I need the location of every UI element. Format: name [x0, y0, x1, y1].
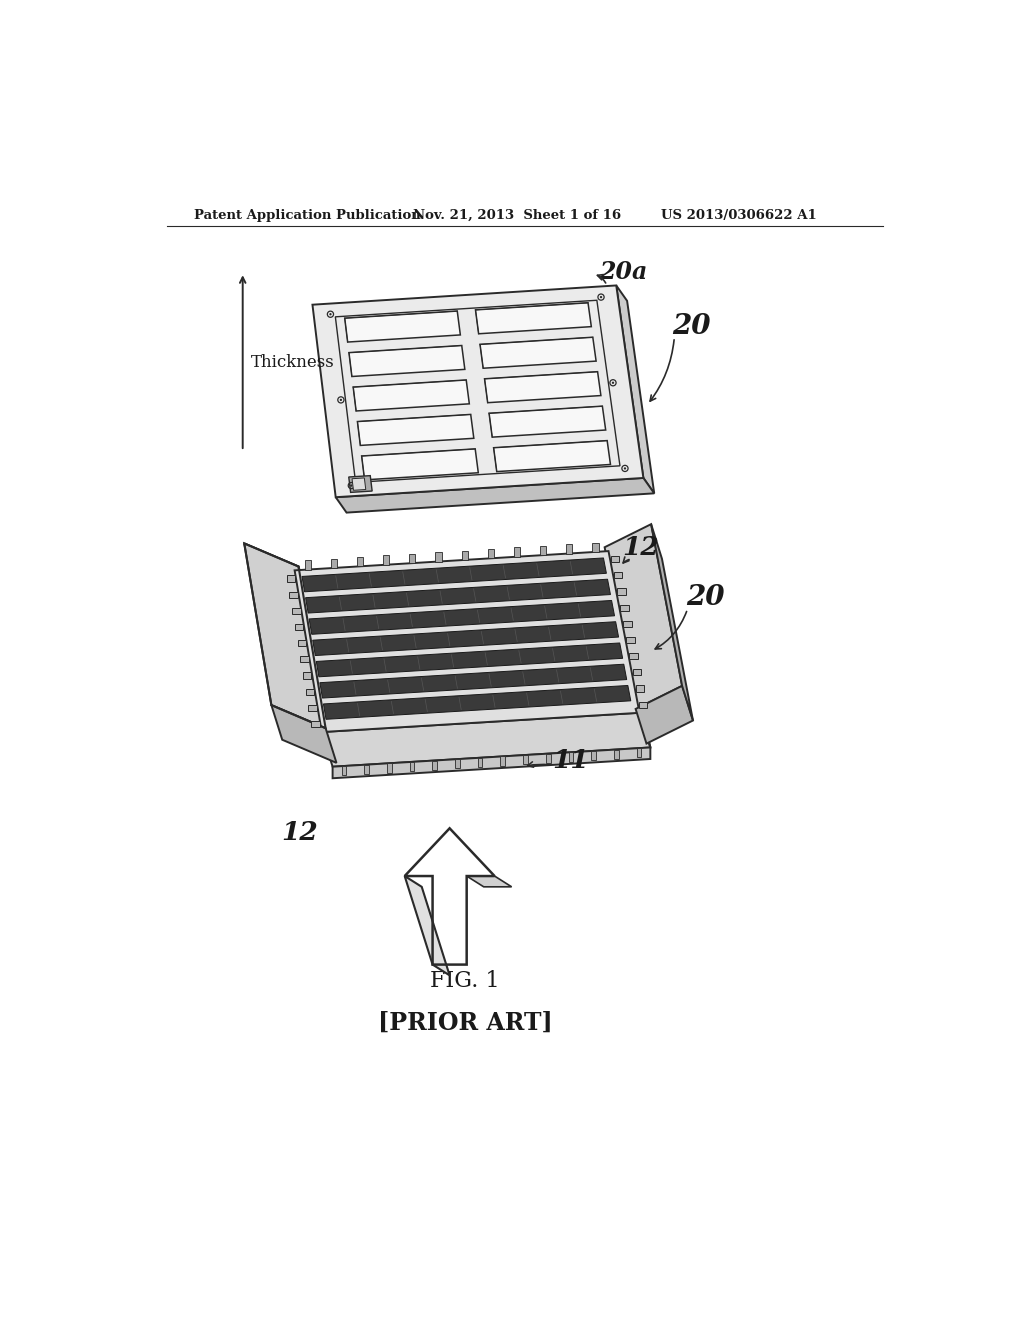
Polygon shape: [245, 544, 309, 601]
Polygon shape: [637, 748, 641, 758]
Polygon shape: [494, 441, 610, 471]
Circle shape: [611, 381, 614, 384]
Polygon shape: [312, 285, 643, 498]
Polygon shape: [311, 721, 319, 727]
Polygon shape: [404, 876, 450, 975]
Polygon shape: [616, 285, 654, 494]
Polygon shape: [621, 605, 629, 611]
Polygon shape: [245, 544, 326, 729]
Polygon shape: [357, 414, 474, 445]
Polygon shape: [298, 640, 306, 647]
Text: 12: 12: [623, 535, 659, 560]
Polygon shape: [410, 554, 416, 564]
Polygon shape: [295, 624, 303, 630]
Polygon shape: [309, 601, 614, 635]
Polygon shape: [336, 478, 654, 512]
Polygon shape: [462, 550, 468, 560]
Text: 12: 12: [282, 820, 318, 845]
Text: Nov. 21, 2013  Sheet 1 of 16: Nov. 21, 2013 Sheet 1 of 16: [414, 209, 622, 222]
Polygon shape: [617, 589, 626, 594]
Polygon shape: [383, 556, 389, 565]
Text: 20a: 20a: [599, 260, 647, 284]
Polygon shape: [303, 672, 311, 678]
Polygon shape: [604, 524, 682, 709]
Polygon shape: [608, 552, 650, 747]
Polygon shape: [331, 558, 337, 568]
Polygon shape: [540, 546, 546, 556]
Polygon shape: [591, 751, 596, 760]
Polygon shape: [300, 656, 309, 663]
Polygon shape: [636, 685, 644, 692]
Text: Thickness: Thickness: [251, 354, 334, 371]
Polygon shape: [627, 638, 635, 643]
Circle shape: [350, 484, 352, 487]
Polygon shape: [342, 766, 346, 775]
Polygon shape: [287, 576, 295, 582]
Polygon shape: [322, 713, 650, 767]
Polygon shape: [292, 607, 301, 614]
Polygon shape: [365, 764, 369, 774]
Polygon shape: [484, 372, 601, 403]
Polygon shape: [566, 544, 572, 553]
Polygon shape: [467, 876, 512, 887]
Circle shape: [330, 313, 332, 315]
Text: FIG. 1: FIG. 1: [430, 970, 500, 991]
Text: US 2013/0306622 A1: US 2013/0306622 A1: [662, 209, 817, 222]
Polygon shape: [352, 478, 366, 490]
Circle shape: [340, 399, 342, 401]
Polygon shape: [306, 689, 314, 694]
Polygon shape: [501, 756, 505, 766]
Text: Patent Application Publication: Patent Application Publication: [194, 209, 421, 222]
Polygon shape: [302, 558, 606, 591]
Polygon shape: [592, 543, 598, 552]
Polygon shape: [624, 620, 632, 627]
Polygon shape: [478, 758, 482, 767]
Polygon shape: [568, 752, 573, 762]
Polygon shape: [353, 380, 469, 411]
Text: 20: 20: [672, 313, 711, 339]
Polygon shape: [435, 552, 441, 561]
Polygon shape: [324, 685, 631, 719]
Polygon shape: [349, 475, 372, 492]
Polygon shape: [345, 312, 461, 342]
Polygon shape: [305, 579, 610, 612]
Polygon shape: [475, 302, 591, 334]
Polygon shape: [614, 573, 623, 578]
Text: [PRIOR ART]: [PRIOR ART]: [378, 1010, 553, 1035]
Polygon shape: [271, 705, 337, 763]
Polygon shape: [387, 763, 391, 772]
Polygon shape: [361, 449, 478, 480]
Polygon shape: [304, 560, 311, 569]
Text: 20: 20: [686, 583, 725, 611]
Text: 11: 11: [553, 748, 590, 774]
Polygon shape: [295, 552, 640, 733]
Polygon shape: [614, 750, 618, 759]
Polygon shape: [432, 760, 437, 770]
Polygon shape: [349, 346, 465, 376]
Polygon shape: [630, 653, 638, 659]
Polygon shape: [639, 702, 647, 708]
Polygon shape: [480, 337, 596, 368]
Circle shape: [624, 467, 626, 470]
Polygon shape: [523, 755, 527, 764]
Polygon shape: [636, 686, 693, 743]
Polygon shape: [312, 622, 618, 656]
Polygon shape: [316, 643, 623, 677]
Polygon shape: [633, 669, 641, 676]
Polygon shape: [546, 754, 551, 763]
Polygon shape: [357, 557, 364, 566]
Polygon shape: [290, 591, 298, 598]
Polygon shape: [410, 762, 415, 771]
Polygon shape: [319, 664, 627, 698]
Polygon shape: [455, 759, 460, 768]
Polygon shape: [611, 556, 620, 562]
Circle shape: [600, 296, 602, 298]
Polygon shape: [489, 407, 605, 437]
Polygon shape: [514, 548, 520, 557]
Polygon shape: [308, 705, 316, 711]
Polygon shape: [333, 747, 650, 779]
Polygon shape: [487, 549, 494, 558]
Polygon shape: [651, 524, 693, 721]
